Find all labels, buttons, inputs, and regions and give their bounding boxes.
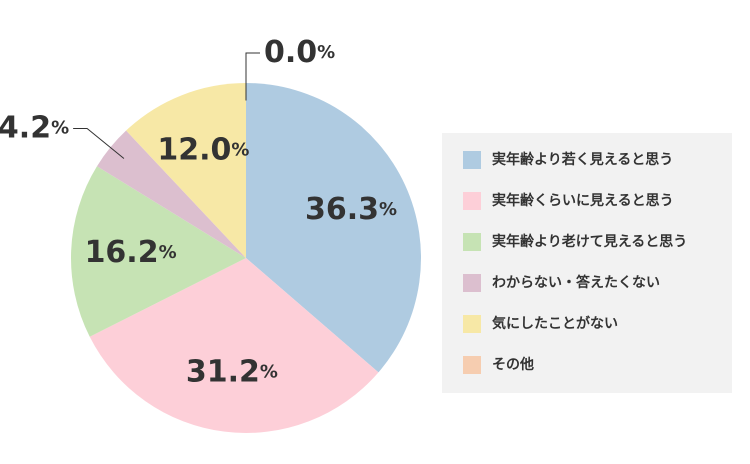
legend-swatch — [463, 356, 481, 374]
legend-swatch — [463, 315, 481, 333]
legend-label: 実年齢くらいに見えると思う — [492, 192, 674, 209]
value-label: 31.2% — [186, 354, 278, 389]
value-label: 12.0% — [157, 132, 249, 167]
pie-slice — [246, 83, 421, 373]
legend-label: 気にしたことがない — [492, 315, 618, 332]
pie-slice — [89, 258, 379, 433]
legend-swatch — [463, 192, 481, 210]
pie-slice — [126, 83, 246, 258]
value-label: 0.0% — [264, 35, 335, 70]
leader-line — [245, 52, 260, 101]
legend-swatch — [463, 151, 481, 169]
legend-label: その他 — [492, 356, 534, 373]
legend-swatch — [463, 274, 481, 292]
legend-label: 実年齢より若く見えると思う — [492, 151, 673, 168]
legend-box — [442, 133, 732, 393]
pie-slice — [71, 166, 246, 337]
value-label: 36.3% — [305, 191, 397, 226]
value-label: 4.2% — [0, 110, 69, 145]
value-label: 16.2% — [85, 235, 177, 270]
pie-slice — [96, 130, 247, 258]
legend-label: わからない・答えたくない — [492, 274, 660, 291]
legend-label: 実年齢より老けて見えると思う — [492, 233, 687, 250]
legend-swatch — [463, 233, 481, 251]
leader-line — [73, 127, 125, 159]
